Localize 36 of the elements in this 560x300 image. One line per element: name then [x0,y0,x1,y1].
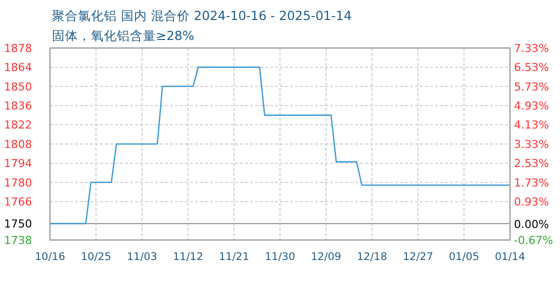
y2-tick-label: 2.53% [514,157,549,170]
x-tick-label: 11/03 [126,251,158,263]
x-tick-label: 11/30 [264,251,296,263]
x-tick-label: 11/21 [218,251,250,263]
y2-tick-label: 5.73% [514,80,549,94]
y2-tick-label: 7.33% [514,42,549,55]
y2-tick-label: 4.93% [514,99,549,112]
line-series [49,66,511,224]
x-tick-label: 10/25 [80,251,112,263]
y2-tick-label: 3.33% [514,138,549,151]
y-tick-label: 1766 [4,195,32,208]
x-tick-label: 01/05 [448,251,480,263]
x-tick-label: 10/16 [34,251,66,263]
x-tick-label: 12/18 [356,251,388,263]
y-tick-label: 1738 [4,234,32,247]
chart-title: 聚合氯化铝 国内 混合价 2024-10-16 - 2025-01-14 [52,8,352,23]
y-tick-label: 1836 [4,99,32,112]
y2-tick-label: 0.00% [514,218,549,231]
chart-subtitle: 固体，氧化铝含量≥28% [52,28,194,43]
y-tick-label: 1750 [4,217,32,230]
y-tick-label: 1822 [4,118,32,132]
x-tick-label: 01/14 [494,251,526,263]
y2-tick-label: 0.93% [514,195,549,208]
y2-tick-label: 4.13% [514,118,549,132]
y2-tick-label: -0.67% [514,234,553,247]
y-tick-label: 1878 [4,42,32,55]
x-tick-label: 12/09 [310,251,342,263]
x-tick-label: 12/27 [402,251,434,263]
x-tick-label: 11/12 [172,251,204,263]
y-tick-label: 1780 [4,176,32,190]
y-tick-label: 1794 [4,157,32,170]
y-tick-label: 1850 [4,80,32,94]
y2-tick-label: 6.53% [514,61,549,74]
y-tick-label: 1864 [4,61,32,74]
y-tick-label: 1808 [4,138,32,151]
y2-tick-label: 1.73% [514,176,549,190]
